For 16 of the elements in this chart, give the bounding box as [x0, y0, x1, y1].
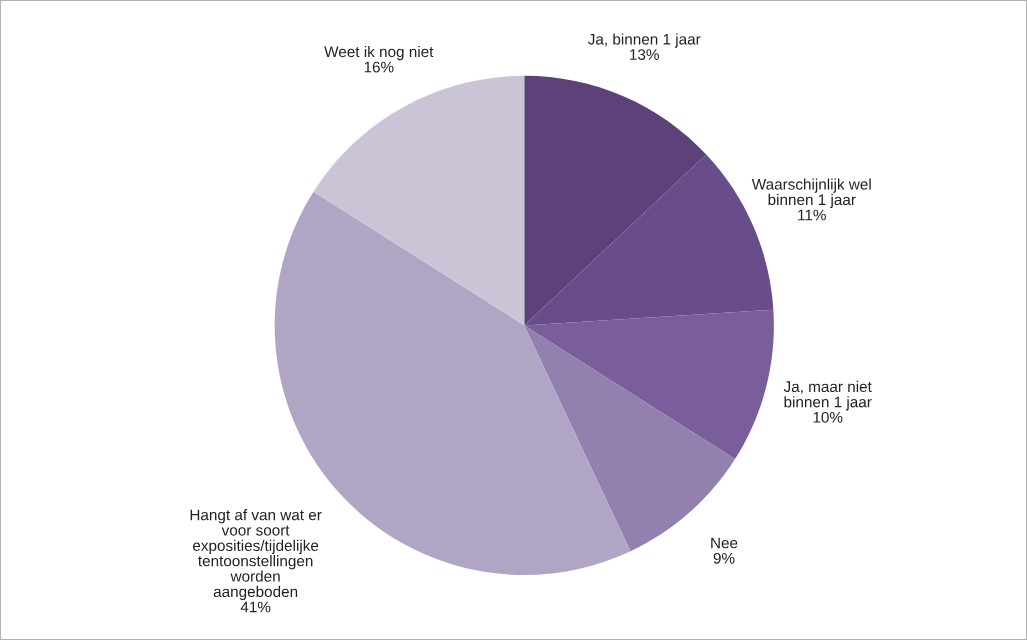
data-label: 13%: [630, 49, 659, 60]
pie-slice: [524, 325, 736, 552]
data-label: 11%: [798, 209, 826, 221]
slice-label: Waarschijnlijk wel binnen 1 jaar: [751, 178, 871, 209]
slice-label: Hangt af van wat er voor soort exposities/tijdelijke tentoonstellingen worden aangeboden: [190, 509, 322, 601]
slice-label: Ja, maar niet binnen 1 jaar: [783, 380, 872, 411]
slice-label: Ja, binnen 1 jaar: [587, 33, 701, 48]
pie-slice: [313, 75, 525, 326]
slice-label: Weet ik nog niet: [324, 45, 434, 61]
data-label: 10%: [813, 411, 843, 423]
data-label: 41%: [240, 601, 271, 613]
pie-slice: [524, 309, 774, 460]
data-label: 9%: [713, 552, 735, 564]
data-label: 16%: [364, 61, 394, 73]
pie-slice: [524, 75, 707, 326]
slice-label: Nee: [711, 537, 738, 549]
